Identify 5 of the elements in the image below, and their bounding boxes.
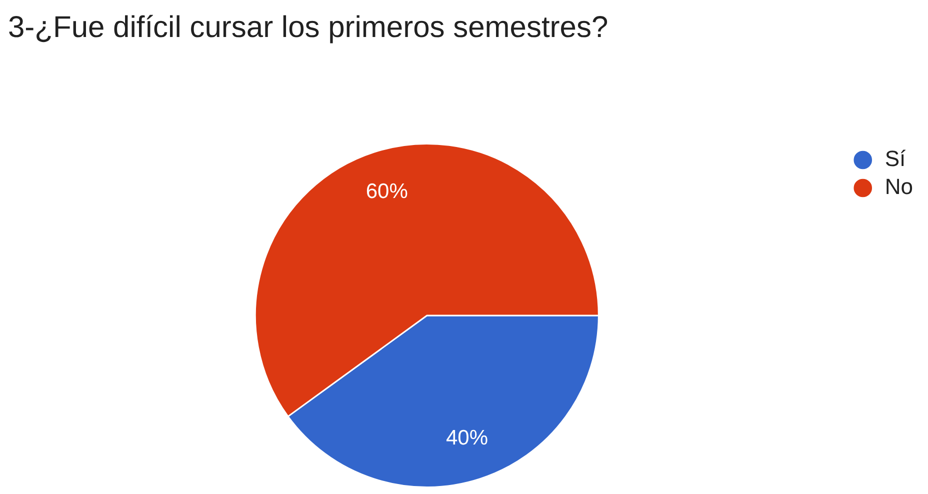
legend-label: Sí xyxy=(884,146,906,172)
data-label: 60% xyxy=(366,180,408,203)
data-label: 40% xyxy=(446,426,488,450)
chart-title: 3-¿Fue difícil cursar los primeros semestres? xyxy=(8,10,608,46)
legend-label: No xyxy=(884,174,913,200)
